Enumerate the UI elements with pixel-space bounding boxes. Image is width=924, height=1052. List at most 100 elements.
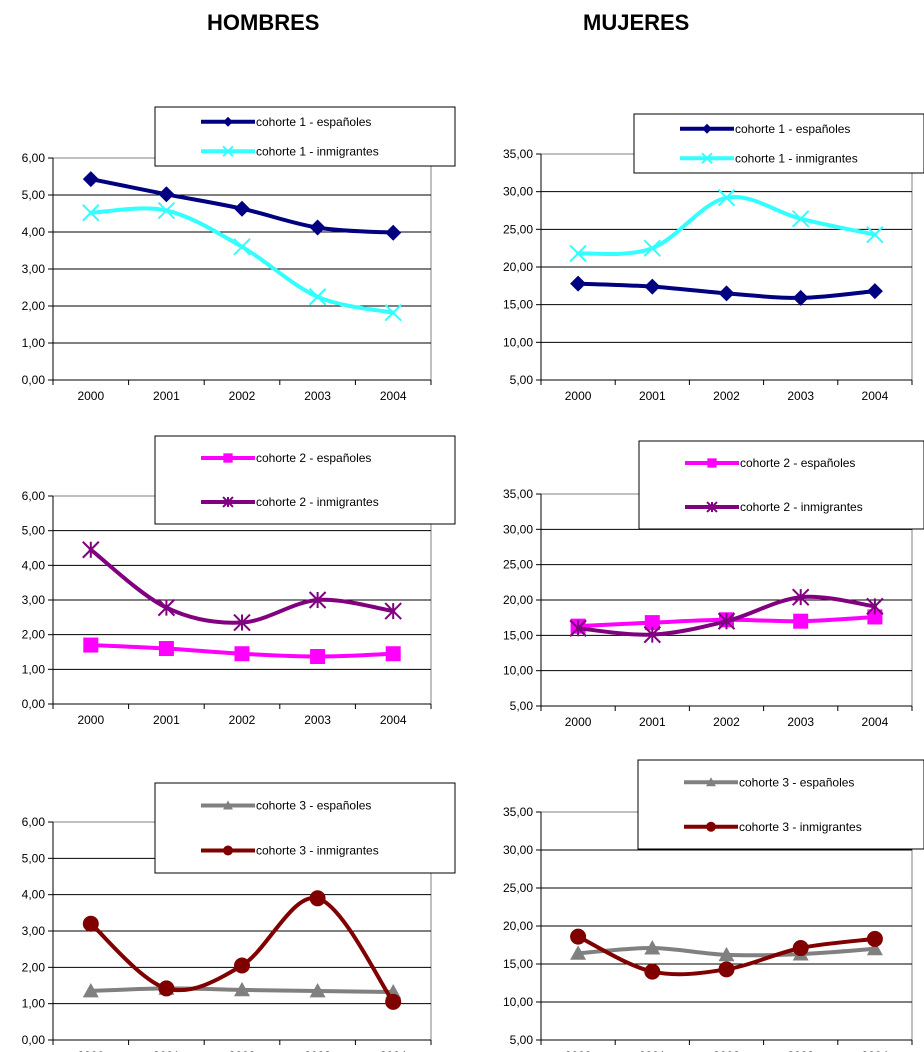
data-point: [867, 609, 883, 625]
x-tick-label: 2001: [153, 389, 180, 403]
chart-1: 0,00 1,00 2,00 3,00 4,00 5,00 6,00 2000 2001 2002…: [22, 106, 456, 403]
y-tick-label: 0,00: [22, 1033, 46, 1047]
chart-4: 5,00 10,00 15,00 20,00 25,00 30,00 35,00 2000 20…: [503, 440, 924, 729]
x-tick-label: 2000: [565, 715, 592, 729]
x-tick-label: 2000: [565, 1049, 592, 1052]
data-point: [866, 597, 884, 616]
data-point: [309, 982, 326, 998]
legend-label: cohorte 2 - inmigrantes: [256, 495, 379, 509]
data-point: [233, 238, 251, 256]
data-point: [791, 588, 810, 606]
x-tick-label: 2004: [380, 713, 407, 727]
data-point: [792, 940, 809, 957]
data-point: [158, 641, 174, 657]
x-tick-label: 2003: [304, 713, 331, 727]
y-tick-label: 1,00: [22, 997, 46, 1011]
data-point: [644, 278, 661, 295]
data-point: [82, 204, 100, 222]
series-2: [82, 541, 402, 632]
data-point: [82, 541, 100, 559]
y-tick-label: 30,00: [503, 522, 533, 536]
y-tick-label: 6,00: [22, 815, 46, 829]
legend-label: cohorte 3 - inmigrantes: [256, 844, 379, 858]
legend-swatch-marker: [222, 145, 234, 157]
y-tick-label: 1,00: [22, 662, 46, 676]
data-point: [717, 612, 736, 630]
series-2: [570, 928, 883, 980]
legend-swatch-marker: [702, 123, 712, 134]
data-point: [310, 649, 326, 665]
y-tick-label: 15,00: [503, 957, 533, 971]
data-point: [644, 963, 661, 980]
legend-label: cohorte 3 - españoles: [739, 775, 854, 789]
y-tick-label: 20,00: [503, 919, 533, 933]
legend-label: cohorte 2 - inmigrantes: [740, 500, 863, 514]
legend-label: cohorte 1 - inmigrantes: [735, 151, 858, 165]
series-2: [82, 201, 402, 322]
x-tick-label: 2003: [304, 1049, 331, 1052]
data-point: [308, 288, 327, 306]
data-point: [570, 275, 587, 292]
legend: cohorte 1 - españoles cohorte 1 - inmigra…: [154, 106, 456, 167]
data-point: [234, 981, 250, 997]
data-point: [866, 930, 883, 947]
series-1: [83, 637, 401, 665]
data-point: [384, 303, 402, 322]
legend-box: [154, 106, 456, 167]
data-point: [385, 646, 401, 662]
data-point: [643, 239, 662, 257]
x-tick-label: 2002: [229, 1049, 256, 1052]
data-point: [793, 613, 809, 629]
data-point: [718, 285, 735, 302]
y-tick-label: 3,00: [22, 924, 46, 938]
data-point: [569, 244, 587, 263]
data-point: [234, 957, 250, 974]
legend: cohorte 2 - españoles cohorte 2 - inmigra…: [154, 435, 456, 525]
data-point: [570, 945, 587, 960]
x-tick-label: 2001: [153, 713, 180, 727]
legend-swatch-marker: [222, 496, 234, 508]
y-tick-label: 3,00: [22, 593, 46, 607]
data-point: [234, 646, 250, 662]
legend-label: cohorte 1 - españoles: [256, 115, 371, 129]
legend-label: cohorte 1 - inmigrantes: [256, 144, 379, 158]
x-tick-label: 2004: [862, 1049, 889, 1052]
y-tick-label: 15,00: [503, 628, 533, 642]
y-tick-label: 3,00: [22, 262, 46, 276]
y-tick-label: 25,00: [503, 881, 533, 895]
series-2: [569, 188, 884, 263]
y-tick-label: 6,00: [22, 151, 46, 165]
x-tick-label: 2004: [862, 389, 889, 403]
data-point: [309, 890, 326, 907]
y-tick-label: 35,00: [503, 805, 533, 819]
y-tick-label: 6,00: [22, 489, 46, 503]
y-tick-label: 0,00: [22, 373, 46, 387]
data-point: [384, 602, 402, 620]
y-tick-label: 4,00: [22, 888, 46, 902]
x-tick-label: 2002: [713, 1049, 740, 1052]
legend-swatch-marker: [706, 821, 716, 832]
x-tick-label: 2004: [380, 1049, 407, 1052]
data-point: [791, 210, 810, 228]
legend-swatch-marker: [701, 152, 713, 164]
x-tick-label: 2001: [639, 715, 666, 729]
legend-label: cohorte 2 - españoles: [740, 456, 855, 470]
series-2: [82, 890, 402, 1010]
data-point: [157, 598, 176, 617]
x-tick-label: 2002: [229, 713, 256, 727]
y-tick-label: 2,00: [22, 299, 46, 313]
y-tick-label: 5,00: [510, 1033, 534, 1047]
y-tick-label: 4,00: [22, 225, 46, 239]
legend-box: [154, 782, 456, 874]
data-point: [644, 940, 661, 955]
x-tick-label: 2002: [713, 715, 740, 729]
x-tick-label: 2002: [713, 389, 740, 403]
legend-swatch-marker: [707, 458, 717, 468]
data-point: [83, 637, 99, 653]
legend-swatch-marker: [223, 453, 233, 463]
legend: cohorte 2 - españoles cohorte 2 - inmigra…: [638, 440, 924, 530]
legend-swatch-marker: [706, 501, 718, 513]
y-tick-label: 5,00: [22, 851, 46, 865]
legend: cohorte 3 - españoles cohorte 3 - inmigra…: [154, 782, 456, 874]
